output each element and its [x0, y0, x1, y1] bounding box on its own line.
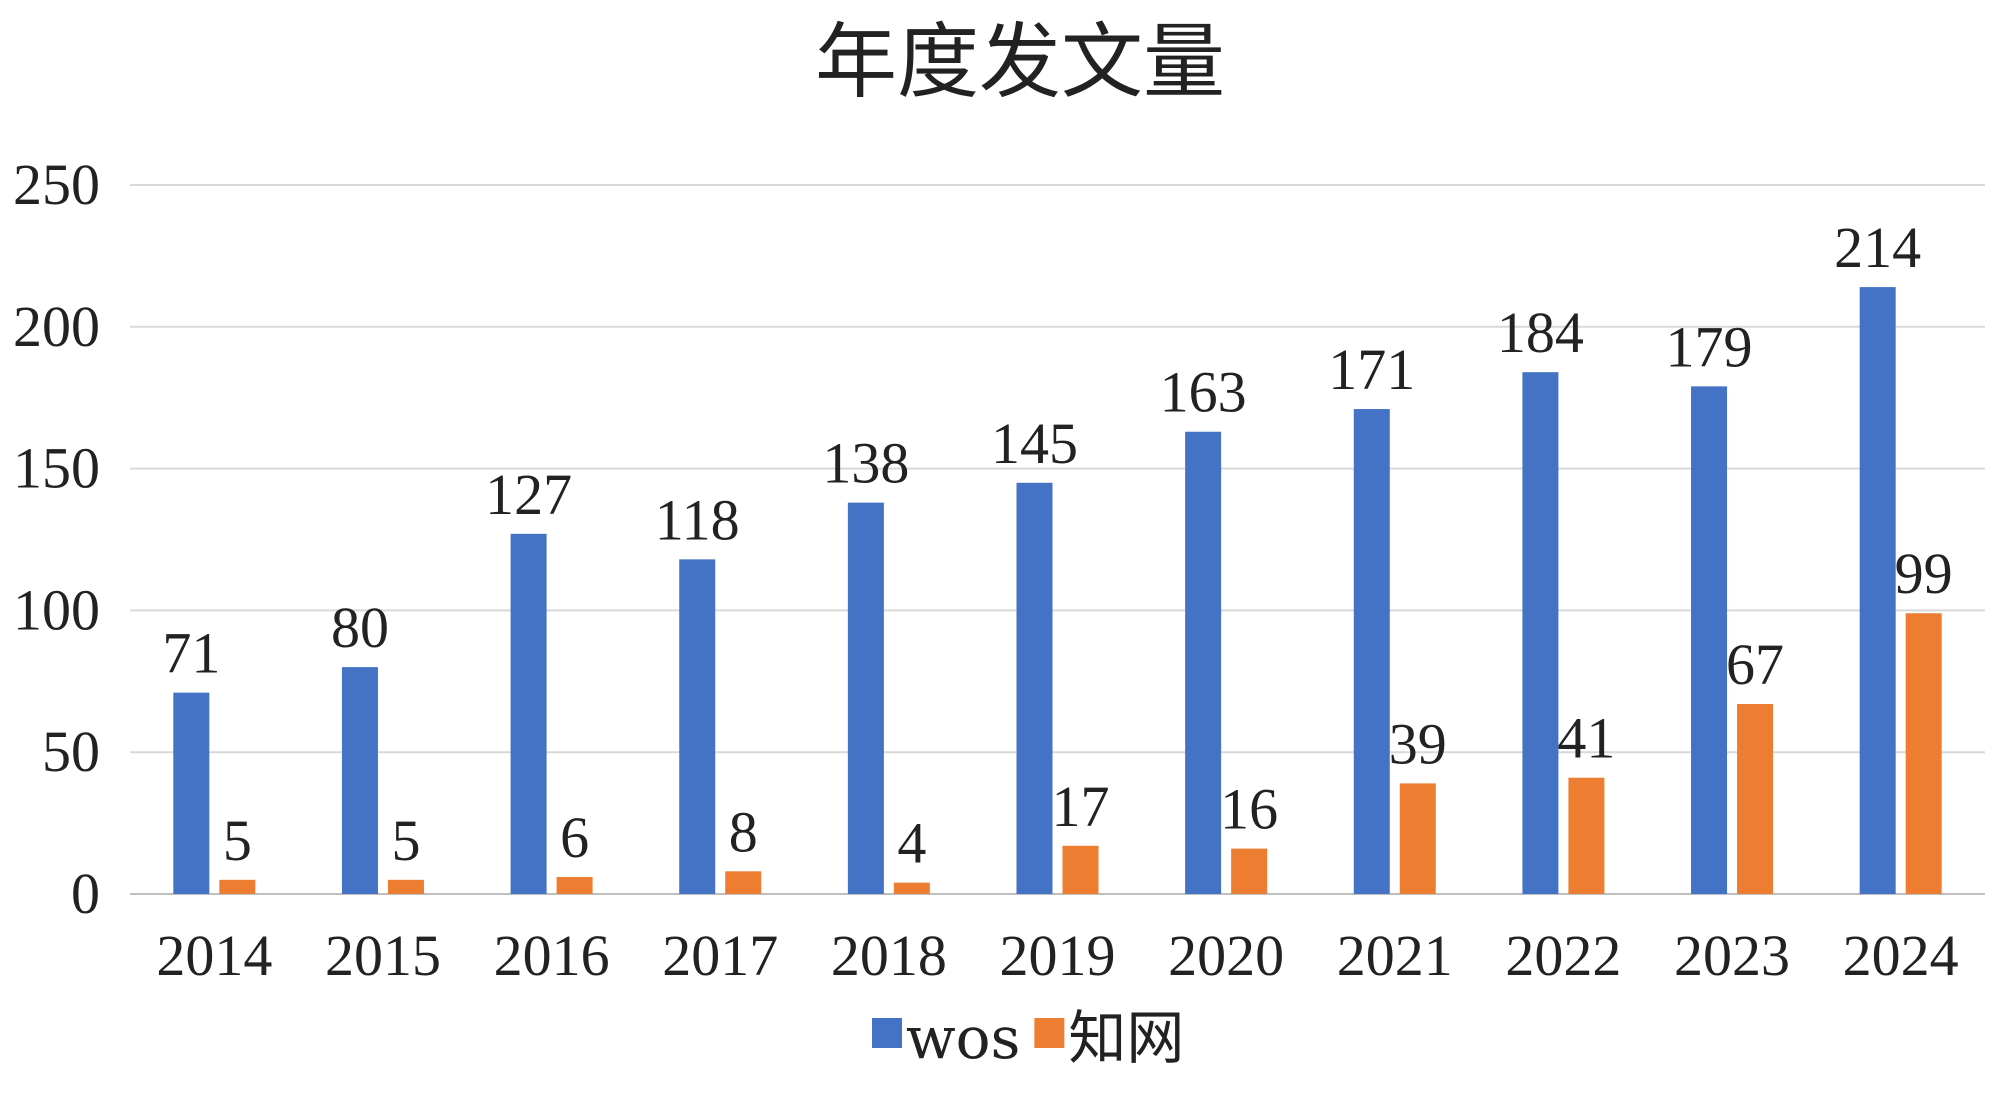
data-label-知网-2014: 5 [223, 808, 252, 873]
data-label-wos-2014: 71 [162, 621, 220, 686]
x-tick-label: 2017 [662, 923, 778, 988]
x-tick-label: 2015 [325, 923, 441, 988]
x-tick-label: 2020 [1168, 923, 1284, 988]
bar-wos-2019 [1016, 482, 1053, 894]
y-tick-label: 50 [42, 719, 100, 784]
bar-知网-2024 [1905, 613, 1942, 894]
bar-wos-2023 [1691, 386, 1728, 894]
x-axis-ticks: 2014 2015 2016 2017 2018 2019 2020 2021 2022 2023… [156, 923, 1958, 988]
bar-知网-2022 [1568, 777, 1605, 894]
data-label-wos-2024: 214 [1834, 215, 1921, 280]
bar-wos-2018 [847, 502, 884, 894]
data-label-wos-2019: 145 [991, 411, 1078, 476]
x-tick-label: 2016 [494, 923, 610, 988]
data-label-知网-2016: 6 [560, 805, 589, 870]
data-label-wos-2022: 184 [1497, 300, 1584, 365]
bar-wos-2021 [1353, 409, 1390, 894]
bar-wos-2024 [1859, 287, 1896, 894]
data-label-wos-2015: 80 [331, 595, 389, 660]
bar-wos-2015 [341, 667, 378, 894]
legend-swatch-知网 [1034, 1018, 1065, 1048]
x-tick-label: 2024 [1843, 923, 1959, 988]
data-label-知网-2015: 5 [391, 808, 420, 873]
x-tick-label: 2023 [1674, 923, 1790, 988]
y-tick-label: 0 [71, 861, 100, 926]
bar-知网-2023 [1737, 703, 1774, 894]
legend-swatch-wos [872, 1018, 902, 1048]
data-label-知网-2023: 67 [1726, 632, 1784, 697]
y-tick-label: 150 [13, 436, 100, 501]
data-label-知网-2024: 99 [1895, 541, 1953, 606]
x-tick-label: 2018 [831, 923, 947, 988]
bar-知网-2021 [1399, 783, 1436, 894]
data-label-wos-2017: 118 [655, 487, 740, 552]
x-tick-label: 2022 [1505, 923, 1621, 988]
bar-知网-2017 [725, 871, 762, 894]
data-label-wos-2018: 138 [822, 431, 909, 496]
y-axis-ticks: 0 50 100 150 200 250 [13, 152, 100, 926]
bar-知网-2014 [219, 879, 256, 894]
data-label-wos-2021: 171 [1328, 337, 1415, 402]
data-label-wos-2023: 179 [1666, 314, 1753, 379]
data-label-知网-2022: 41 [1557, 706, 1615, 771]
x-tick-label: 2021 [1337, 923, 1453, 988]
data-label-知网-2021: 39 [1389, 711, 1447, 776]
bar-wos-2014 [173, 692, 210, 894]
y-tick-label: 100 [13, 577, 100, 642]
y-tick-label: 200 [13, 294, 100, 359]
bar-wos-2022 [1522, 372, 1559, 894]
gridlines [130, 184, 1985, 895]
legend-label-wos: wos [906, 1004, 1020, 1072]
x-tick-label: 2019 [1000, 923, 1116, 988]
data-labels: 71 5 80 5 127 6 118 8 138 4 145 17 163 16 171 39 184 41 17… [162, 215, 1952, 876]
bar-知网-2015 [387, 879, 424, 894]
bar-wos-2016 [510, 533, 547, 894]
data-label-wos-2016: 127 [485, 462, 572, 527]
bar-知网-2019 [1062, 845, 1099, 894]
bar-知网-2020 [1231, 848, 1268, 894]
legend-label-知网: 知网 [1068, 1004, 1184, 1072]
bar-知网-2018 [893, 882, 930, 894]
data-label-wos-2020: 163 [1160, 360, 1247, 425]
bars [173, 287, 1942, 894]
data-label-知网-2018: 4 [897, 811, 926, 876]
data-label-知网-2019: 17 [1052, 774, 1110, 839]
bar-wos-2017 [679, 559, 716, 894]
y-tick-label: 250 [13, 152, 100, 217]
chart-title: 年度发文量 [815, 15, 1225, 110]
data-label-知网-2017: 8 [729, 799, 758, 864]
bar-wos-2020 [1185, 431, 1222, 894]
bar-知网-2016 [556, 876, 593, 894]
legend: wos 知网 [872, 1004, 1184, 1072]
x-tick-label: 2014 [156, 923, 272, 988]
data-label-知网-2020: 16 [1220, 777, 1278, 842]
